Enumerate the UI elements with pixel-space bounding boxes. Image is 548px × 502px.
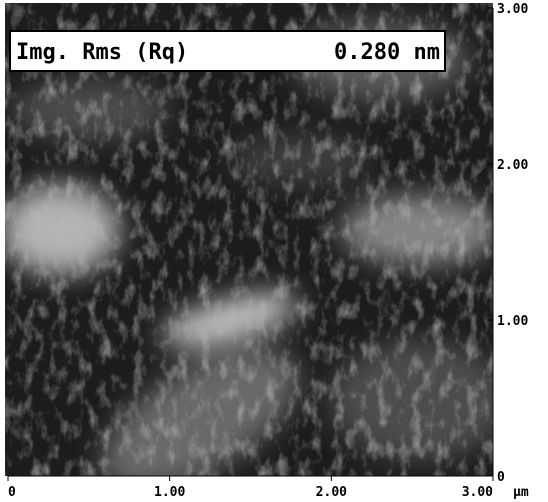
x-tick-label: 1.00 bbox=[154, 485, 185, 500]
measure-label: Img. Rms (Rq) bbox=[16, 40, 188, 65]
y-tick-label: 2.00 bbox=[497, 158, 528, 173]
measure-value: 0.280 nm bbox=[334, 40, 440, 65]
afm-image bbox=[0, 3, 510, 502]
y-tick-label: 3.00 bbox=[497, 2, 528, 17]
y-tick-label: 1.00 bbox=[497, 314, 528, 329]
x-tick-label: 3.00 bbox=[462, 485, 493, 500]
page: Img. Rms (Rq) 0.280 nm µm 3.00 2.00 1.00 0 0… bbox=[0, 0, 548, 502]
y-tick-label: 0 bbox=[497, 470, 505, 485]
x-unit: µm bbox=[513, 485, 529, 500]
afm-figure: Img. Rms (Rq) 0.280 nm µm 3.00 2.00 1.00 0 0… bbox=[0, 0, 548, 502]
x-tick-label: 2.00 bbox=[316, 485, 347, 500]
x-tick-label: 0 bbox=[8, 485, 16, 500]
